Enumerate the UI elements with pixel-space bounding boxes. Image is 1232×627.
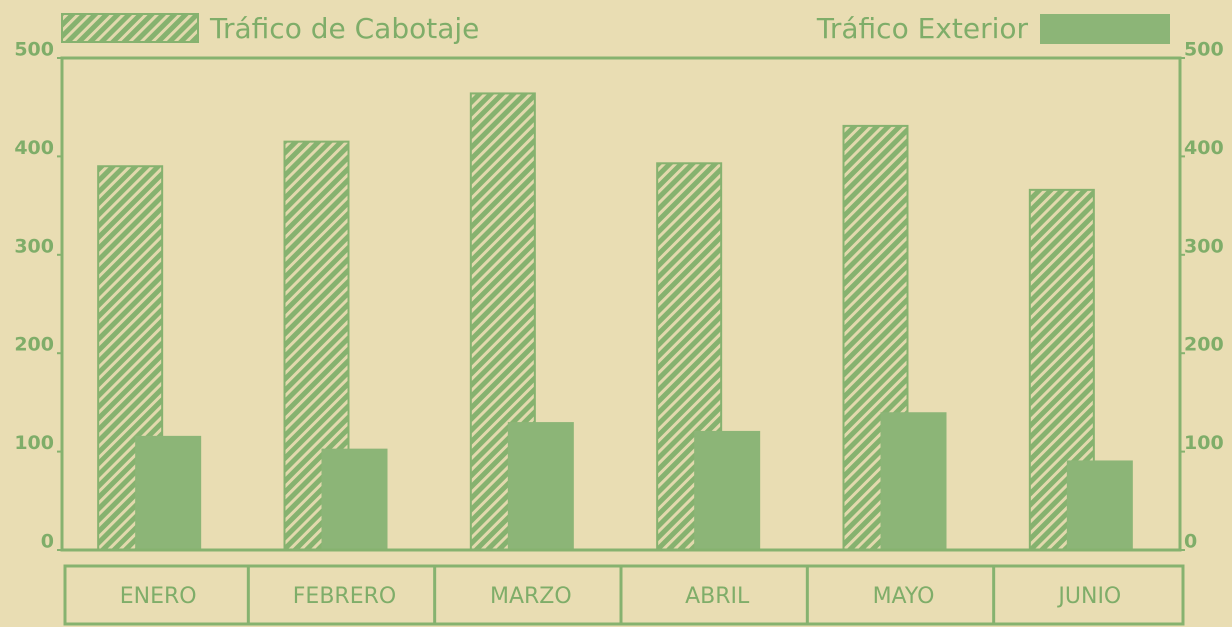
legend-label: Tráfico de Cabotaje (209, 12, 479, 45)
bar (880, 412, 947, 550)
category-row (63, 564, 1185, 626)
y-tick-label: 500 (14, 39, 54, 61)
x-tick-label: FEBRERO (293, 584, 396, 609)
y2-tick-label: 300 (1184, 235, 1224, 257)
x-tick-label: ENERO (120, 584, 197, 609)
legend-swatch (61, 13, 199, 43)
bar (507, 422, 574, 550)
y2-tick-label: 500 (1184, 39, 1224, 61)
y2-tick-label: 400 (1184, 137, 1224, 159)
bar (1066, 460, 1133, 550)
x-tick-label: JUNIO (1056, 584, 1121, 609)
legend-label: Tráfico Exterior (816, 12, 1029, 45)
y-tick-label: 300 (14, 235, 54, 257)
x-tick-label: MARZO (490, 584, 572, 609)
bar (321, 448, 388, 550)
y-tick-label: 200 (14, 334, 54, 356)
y2-tick-label: 100 (1184, 432, 1224, 454)
y-tick-label: 0 (41, 531, 54, 553)
bar (694, 430, 761, 550)
y2-tick-label: 200 (1184, 334, 1224, 356)
bar (135, 435, 202, 550)
x-tick-label: ABRIL (685, 584, 750, 609)
y2-tick-label: 0 (1184, 531, 1197, 553)
x-tick-label: MAYO (873, 584, 935, 609)
y-tick-label: 100 (14, 432, 54, 454)
y-tick-label: 400 (14, 137, 54, 159)
legend-swatch (1040, 14, 1170, 44)
bar (283, 140, 350, 551)
